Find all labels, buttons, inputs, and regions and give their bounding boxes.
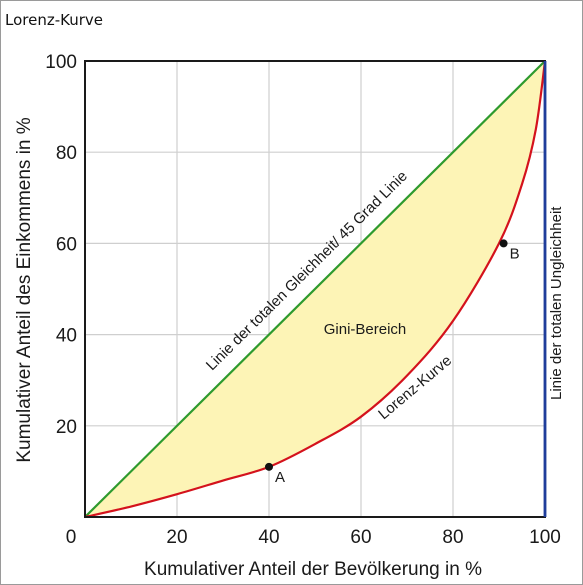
y-tick-100: 100 [45, 52, 77, 73]
point-label-B: B [510, 245, 520, 262]
lorenz-curve [84, 60, 547, 519]
gini-area-label: Gini-Bereich [324, 321, 407, 338]
y-tick-20: 20 [56, 417, 77, 438]
x-tick-40: 40 [258, 527, 279, 548]
x-tick-20: 20 [166, 527, 187, 548]
y-axis-title: Kumulativer Anteil des Einkommens in % [14, 117, 35, 462]
y-tick-60: 60 [56, 234, 77, 255]
figure-caption: Lorenz-Kurve [5, 11, 103, 29]
x-tick-100: 100 [529, 527, 561, 548]
x-tick-60: 60 [350, 527, 371, 548]
y-tick-80: 80 [56, 143, 77, 164]
x-axis-title: Kumulativer Anteil der Bevölkerung in % [144, 559, 482, 580]
curve-points: AB [265, 239, 520, 486]
y-tick-labels: 20 40 60 80 100 [45, 52, 77, 438]
x-tick-labels: 0 20 40 60 80 100 [66, 527, 561, 548]
point-label-A: A [275, 469, 285, 486]
point-A [265, 462, 273, 471]
inequality-line-label: Linie der totalen Ungleichheit [548, 206, 565, 400]
x-tick-80: 80 [442, 527, 463, 548]
y-tick-40: 40 [56, 326, 77, 347]
point-B [499, 239, 508, 248]
equality-line [84, 60, 546, 518]
x-tick-0: 0 [66, 527, 77, 548]
